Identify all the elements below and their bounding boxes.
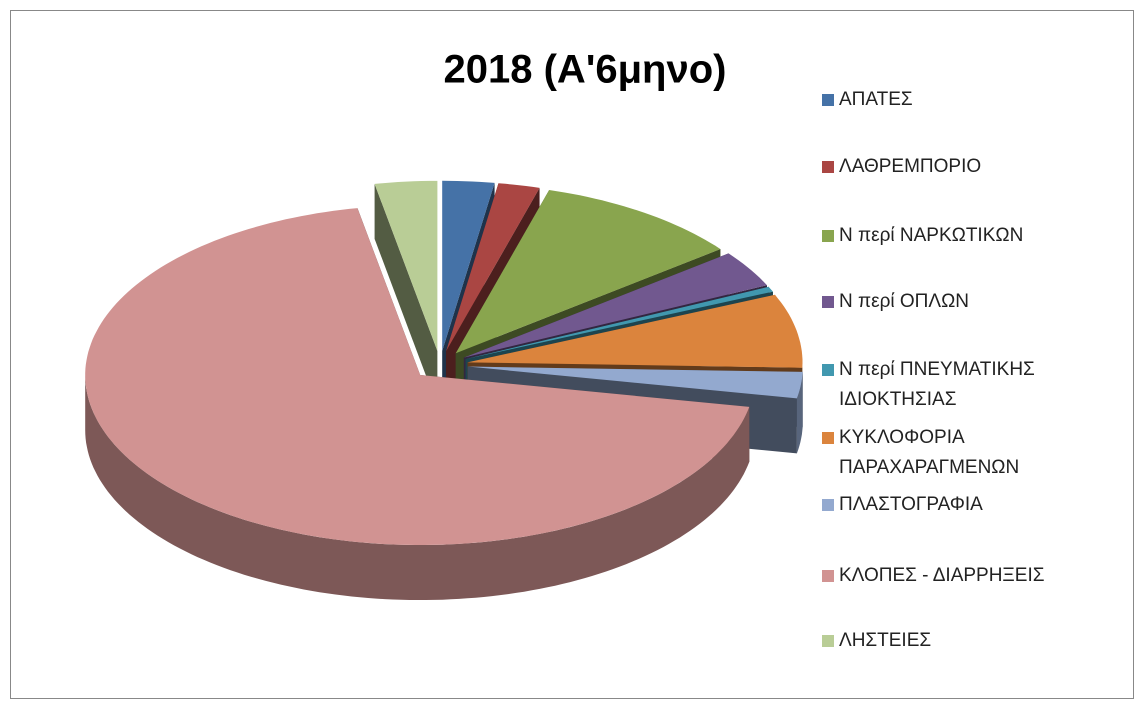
slice — [467, 366, 803, 399]
legend-label: ΚΛΟΠΕΣ - ΔΙΑΡΡΗΞΕΙΣ — [839, 565, 1045, 586]
chart-frame — [10, 10, 1134, 699]
slice — [374, 180, 438, 351]
legend-item: ΛΗΣΤΕΙΕΣ — [822, 626, 1072, 656]
slice-side — [796, 371, 803, 454]
legend-item: ΚΥΚΛΟΦΟΡΙΑ ΠΑΡΑΧΑΡΑΓΜΕΝΩΝ — [822, 423, 1072, 483]
slice — [85, 208, 750, 545]
legend-label: ΛΑΘΡΕΜΠΟΡΙΟ — [839, 156, 982, 177]
legend-swatch — [822, 635, 834, 647]
legend-label: Ν περί ΟΠΛΩΝ — [839, 291, 970, 312]
legend-swatch — [822, 161, 834, 173]
legend-label: ΛΗΣΤΕΙΕΣ — [839, 630, 932, 651]
legend-label: Ν περί ΝΑΡΚΩΤΙΚΩΝ — [839, 225, 1024, 246]
legend-swatch — [822, 94, 834, 106]
slice — [442, 180, 495, 351]
legend-label: Ν περί ΠΝΕΥΜΑΤΙΚΗΣ ΙΔΙΟΚΤΗΣΙΑΣ — [839, 359, 1035, 410]
legend-item: ΠΛΑΣΤΟΓΡΑΦΙΑ — [822, 490, 1072, 520]
legend-item: ΛΑΘΡΕΜΠΟΡΙΟ — [822, 152, 1072, 182]
slice — [467, 294, 803, 368]
legend-label: ΠΛΑΣΤΟΓΡΑΦΙΑ — [839, 494, 983, 515]
legend-item: ΚΛΟΠΕΣ - ΔΙΑΡΡΗΞΕΙΣ — [822, 561, 1072, 591]
slice-side — [85, 375, 750, 600]
legend-swatch — [822, 364, 834, 376]
legend-item: Ν περί ΠΝΕΥΜΑΤΙΚΗΣ ΙΔΙΟΚΤΗΣΙΑΣ — [822, 355, 1072, 415]
legend-swatch — [822, 499, 834, 511]
legend-item: Ν περί ΟΠΛΩΝ — [822, 287, 1072, 317]
legend-swatch — [822, 230, 834, 242]
slice — [465, 286, 773, 360]
legend-label: ΚΥΚΛΟΦΟΡΙΑ ΠΑΡΑΧΑΡΑΓΜΕΝΩΝ — [839, 427, 1020, 478]
legend-swatch — [822, 570, 834, 582]
slice-wall — [374, 183, 438, 406]
slice — [463, 253, 767, 358]
chart-title: 2018 (Α'6μηνο) — [444, 48, 727, 92]
legend-item: Ν περί ΝΑΡΚΩΤΙΚΩΝ — [822, 221, 1072, 251]
legend-item: ΑΠΑΤΕΣ — [822, 85, 1072, 115]
legend-label: ΑΠΑΤΕΣ — [839, 89, 913, 110]
slice — [455, 190, 721, 354]
legend-swatch — [822, 432, 834, 444]
slice — [446, 183, 540, 352]
legend-swatch — [822, 296, 834, 308]
